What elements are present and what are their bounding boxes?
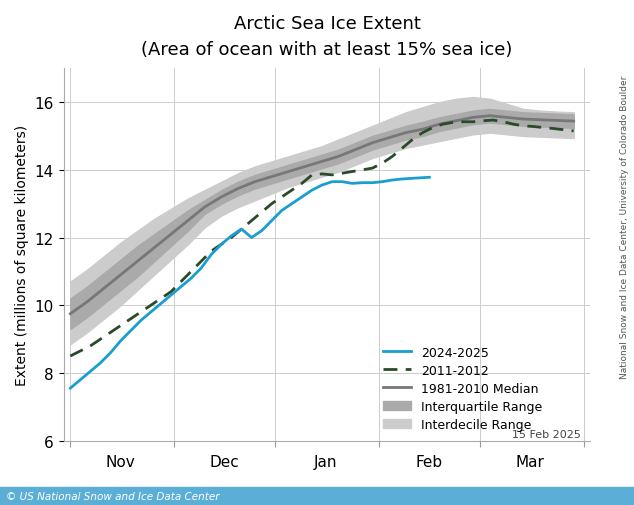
Text: 15 Feb 2025: 15 Feb 2025: [512, 429, 580, 439]
Text: Mar: Mar: [515, 454, 545, 469]
Text: Feb: Feb: [416, 454, 443, 469]
Text: Nov: Nov: [106, 454, 136, 469]
Legend: 2024-2025, 2011-2012, 1981-2010 Median, Interquartile Range, Interdecile Range: 2024-2025, 2011-2012, 1981-2010 Median, …: [384, 346, 542, 431]
Text: Dec: Dec: [210, 454, 240, 469]
Text: © US National Snow and Ice Data Center: © US National Snow and Ice Data Center: [6, 491, 220, 501]
Title: Arctic Sea Ice Extent
(Area of ocean with at least 15% sea ice): Arctic Sea Ice Extent (Area of ocean wit…: [141, 15, 513, 59]
Text: National Snow and Ice Data Center, University of Colorado Boulder: National Snow and Ice Data Center, Unive…: [620, 76, 629, 379]
Text: © US National Snow and Ice Data Center: © US National Snow and Ice Data Center: [6, 490, 220, 500]
Text: Jan: Jan: [314, 454, 337, 469]
Y-axis label: Extent (millions of square kilometers): Extent (millions of square kilometers): [15, 125, 29, 385]
